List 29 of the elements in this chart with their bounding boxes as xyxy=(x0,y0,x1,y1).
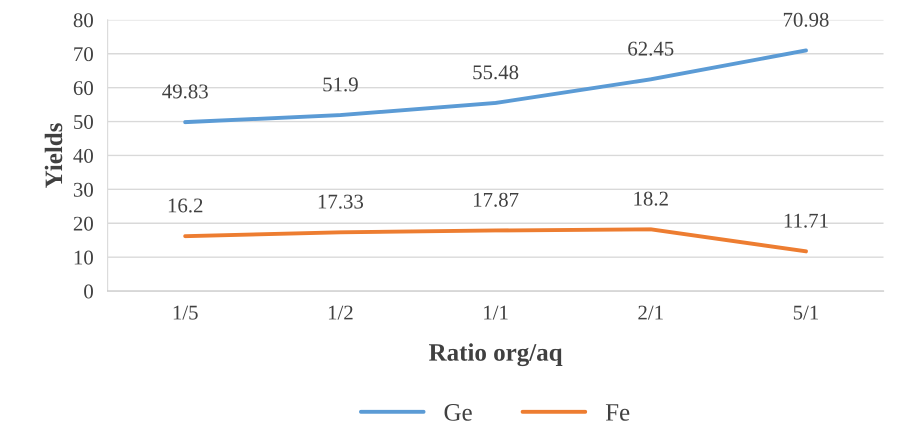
y-axis-title: Yields xyxy=(44,123,62,188)
y-tick-label: 40 xyxy=(73,148,93,163)
y-tick-label: 60 xyxy=(74,81,93,96)
line-series xyxy=(183,227,808,254)
y-tick-label: 30 xyxy=(74,182,93,197)
data-label: 49.83 xyxy=(162,84,208,99)
y-tick-label: 50 xyxy=(74,114,93,129)
y-tick-label: 20 xyxy=(74,216,93,231)
x-tick-label: 2/1 xyxy=(638,306,663,320)
data-label: 55.48 xyxy=(473,65,518,80)
data-label: 70.98 xyxy=(784,12,829,27)
data-label: 17.87 xyxy=(474,192,518,207)
y-tick-label: 0 xyxy=(84,284,93,298)
legend-label: Fe xyxy=(606,404,630,421)
x-tick-label: 5/1 xyxy=(794,306,818,320)
x-tick-label: 1/2 xyxy=(328,306,353,320)
x-axis-title: Ratio org/aq xyxy=(429,343,562,366)
data-label: 51.9 xyxy=(323,77,358,92)
x-tick-label: 1/5 xyxy=(174,306,198,320)
data-label: 11.71 xyxy=(784,214,828,228)
data-label: 18.2 xyxy=(634,192,668,206)
data-label: 62.45 xyxy=(628,42,674,56)
data-label: 17.33 xyxy=(318,194,364,209)
x-tick-label: 1/1 xyxy=(484,306,508,320)
y-tick-label: 80 xyxy=(74,13,93,28)
y-tick-label: 10 xyxy=(74,250,93,265)
y-tick-label: 70 xyxy=(74,47,93,62)
data-label: 16.2 xyxy=(168,198,202,213)
legend-label: Ge xyxy=(444,404,472,421)
